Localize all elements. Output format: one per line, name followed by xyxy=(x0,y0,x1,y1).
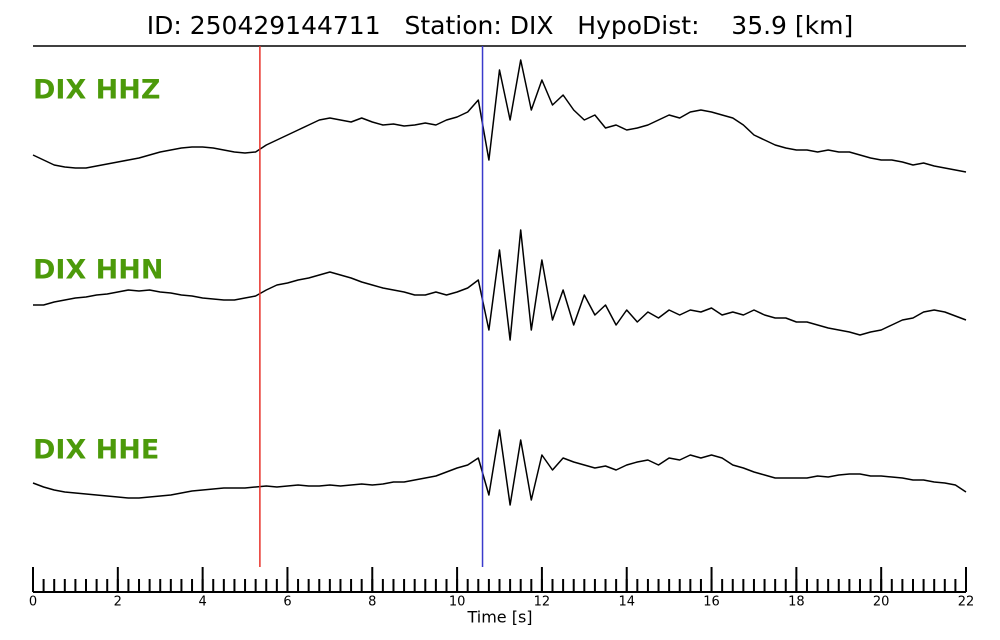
x-tick-label: 0 xyxy=(29,595,37,610)
x-tick-label: 2 xyxy=(114,595,122,610)
x-tick-label: 12 xyxy=(534,595,551,610)
channel-label: DIX HHZ xyxy=(33,75,160,106)
x-tick-label: 8 xyxy=(368,595,376,610)
chart-title: ID: 250429144711 Station: DIX HypoDist: … xyxy=(147,11,853,40)
x-tick-label: 16 xyxy=(703,595,720,610)
trace xyxy=(32,429,967,506)
x-tick-label: 14 xyxy=(618,595,635,610)
x-tick-label: 4 xyxy=(198,595,206,610)
trace xyxy=(33,229,967,341)
x-tick-label: 6 xyxy=(283,595,291,610)
channel-label: DIX HHN xyxy=(33,255,163,286)
x-tick-label: 20 xyxy=(873,595,890,610)
channel-label: DIX HHE xyxy=(33,435,159,466)
trace xyxy=(32,59,967,173)
x-tick-label: 22 xyxy=(958,595,975,610)
x-axis-label: Time [s] xyxy=(466,608,532,627)
x-tick-label: 18 xyxy=(788,595,805,610)
x-tick-label: 10 xyxy=(449,595,466,610)
